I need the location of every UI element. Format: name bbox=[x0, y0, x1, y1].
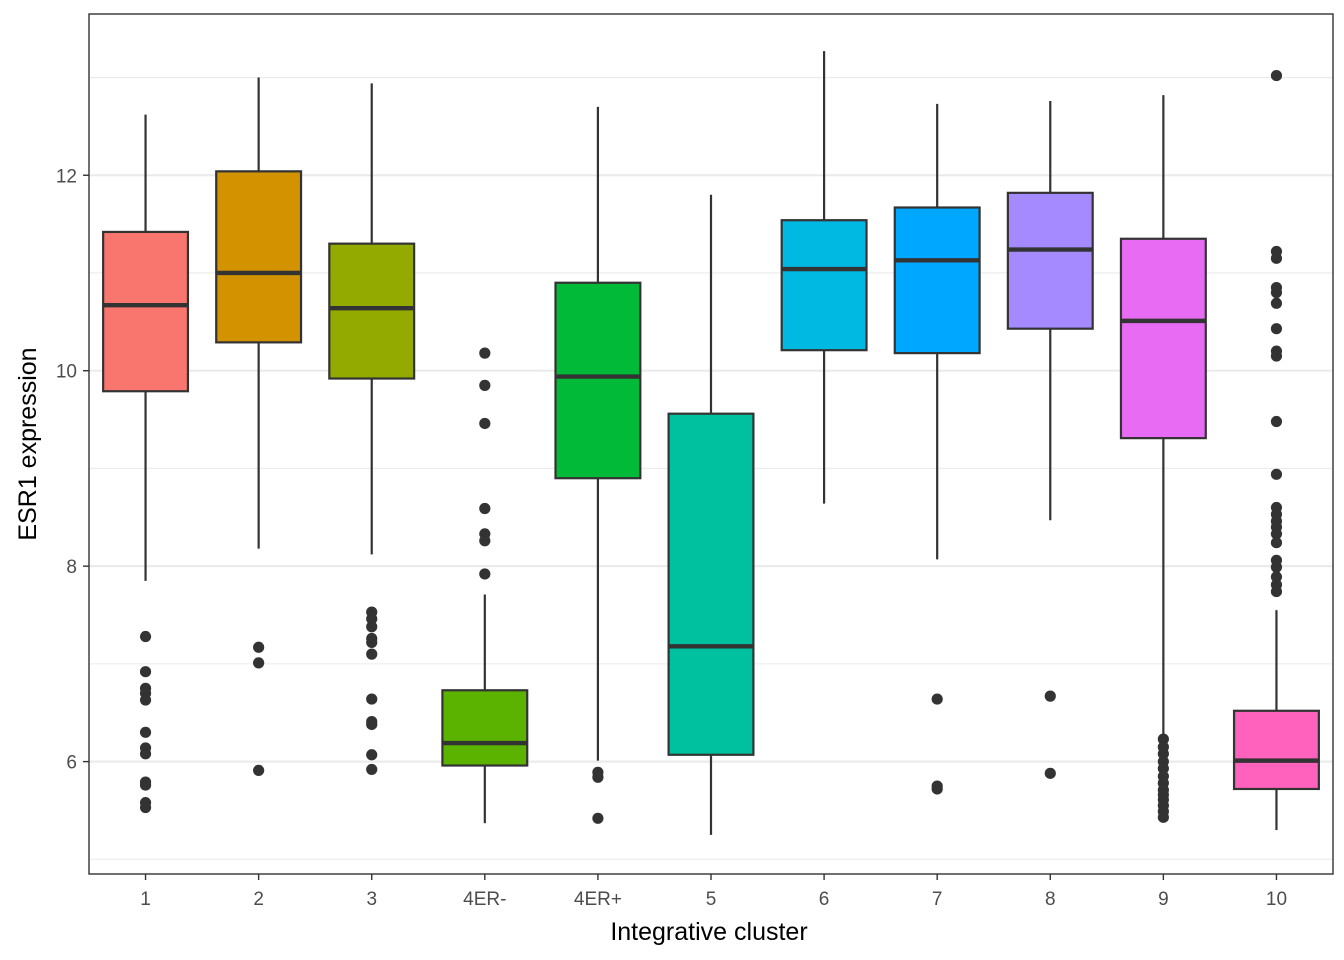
y-tick-label: 12 bbox=[56, 166, 77, 187]
outlier-point bbox=[479, 417, 491, 430]
box-body bbox=[215, 170, 303, 344]
outlier-point bbox=[366, 749, 378, 761]
outlier-point bbox=[479, 502, 491, 515]
x-tick-label: 9 bbox=[1158, 889, 1169, 910]
x-tick-label: 1 bbox=[140, 889, 151, 910]
box-body bbox=[102, 230, 190, 393]
outlier-point bbox=[366, 718, 378, 731]
box-10 bbox=[1232, 69, 1320, 831]
outlier-point bbox=[1270, 528, 1283, 540]
outlier-point bbox=[366, 763, 378, 776]
outlier-point bbox=[592, 812, 604, 824]
box-body bbox=[1006, 191, 1094, 330]
box-6 bbox=[780, 51, 868, 504]
outlier-point bbox=[1270, 561, 1283, 573]
outlier-point bbox=[253, 764, 265, 777]
box-3 bbox=[328, 83, 416, 776]
outlier-point bbox=[1270, 286, 1283, 299]
outlier-point bbox=[1270, 69, 1283, 82]
outlier-point bbox=[1270, 350, 1283, 362]
box-body bbox=[667, 412, 755, 756]
x-tick-label: 8 bbox=[1045, 889, 1056, 910]
box-5 bbox=[667, 194, 755, 835]
box-body bbox=[1232, 709, 1320, 791]
box-1 bbox=[102, 114, 190, 814]
outlier-point bbox=[592, 771, 604, 783]
outlier-point bbox=[139, 801, 152, 814]
box-body bbox=[780, 219, 868, 352]
outlier-point bbox=[139, 694, 152, 706]
outlier-point bbox=[479, 379, 491, 391]
outlier-point bbox=[1270, 297, 1283, 309]
outlier-point bbox=[479, 535, 491, 547]
outlier-point bbox=[253, 641, 265, 653]
outlier-point bbox=[366, 693, 378, 705]
outlier-point bbox=[366, 613, 378, 625]
y-tick-label: 6 bbox=[66, 753, 77, 774]
boxes bbox=[102, 51, 1320, 835]
y-tick-label: 10 bbox=[56, 362, 77, 383]
outlier-point bbox=[139, 779, 152, 791]
box-body bbox=[328, 242, 416, 380]
x-tick-label: 2 bbox=[253, 889, 264, 910]
outlier-point bbox=[366, 648, 378, 660]
outlier-point bbox=[1270, 585, 1283, 598]
outlier-point bbox=[1044, 690, 1056, 702]
outlier-point bbox=[1270, 537, 1283, 549]
box-body bbox=[1119, 237, 1207, 440]
y-axis-title: ESR1 expression bbox=[14, 347, 42, 540]
box-body bbox=[893, 206, 981, 355]
box-4ER+ bbox=[554, 106, 642, 824]
box-body bbox=[441, 689, 529, 767]
x-tick-label: 7 bbox=[932, 889, 943, 910]
outlier-point bbox=[139, 666, 152, 678]
outlier-point bbox=[1270, 252, 1283, 264]
outlier-point bbox=[1157, 733, 1169, 745]
outlier-point bbox=[366, 621, 378, 633]
outlier-point bbox=[479, 347, 491, 359]
x-axis-title: Integrative cluster bbox=[610, 918, 807, 946]
outlier-point bbox=[366, 636, 378, 648]
x-tick-label: 3 bbox=[366, 889, 377, 910]
outlier-point bbox=[139, 726, 152, 738]
outlier-point bbox=[139, 748, 152, 760]
x-tick-label: 4ER- bbox=[463, 889, 506, 910]
box-9 bbox=[1119, 95, 1207, 823]
outlier-point bbox=[139, 630, 152, 643]
outlier-point bbox=[1044, 767, 1056, 779]
outlier-point bbox=[479, 568, 491, 580]
outlier-point bbox=[1270, 468, 1283, 480]
outlier-point bbox=[253, 657, 265, 669]
outlier-point bbox=[1157, 811, 1169, 823]
outlier-point bbox=[1157, 762, 1169, 775]
box-2 bbox=[215, 77, 303, 777]
box-4ER- bbox=[441, 347, 529, 824]
box-8 bbox=[1006, 100, 1094, 779]
outlier-point bbox=[1270, 323, 1283, 335]
outlier-point bbox=[1270, 571, 1283, 583]
box-body bbox=[554, 281, 642, 480]
y-tick-label: 8 bbox=[66, 557, 77, 578]
outlier-point bbox=[1270, 415, 1283, 428]
outlier-point bbox=[931, 693, 943, 705]
x-tick-label: 4ER+ bbox=[574, 889, 622, 910]
x-tick-label: 6 bbox=[819, 889, 830, 910]
x-tick-label: 10 bbox=[1266, 889, 1287, 910]
x-tick-label: 5 bbox=[706, 889, 717, 910]
outlier-point bbox=[931, 783, 943, 795]
box-7 bbox=[893, 103, 981, 795]
outlier-point bbox=[1157, 748, 1169, 760]
